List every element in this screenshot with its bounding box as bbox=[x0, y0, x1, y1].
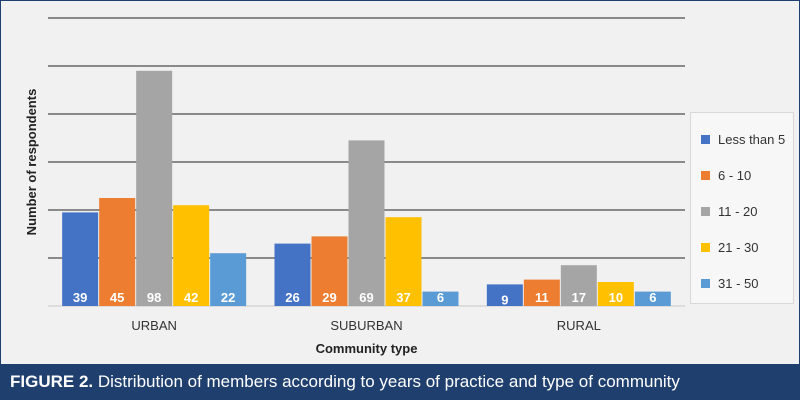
legend-swatch bbox=[701, 242, 710, 252]
legend-item: 21 - 30 bbox=[701, 229, 793, 265]
legend-label: 11 - 20 bbox=[718, 203, 758, 219]
bar bbox=[560, 265, 597, 306]
bar bbox=[348, 140, 385, 306]
bar bbox=[136, 70, 173, 306]
legend-item: 31 - 50 bbox=[701, 265, 793, 301]
bar bbox=[422, 291, 459, 306]
data-label: 37 bbox=[396, 290, 410, 305]
figure-caption: FIGURE 2. Distribution of members accord… bbox=[0, 364, 800, 400]
data-label: 10 bbox=[609, 290, 623, 305]
legend-swatch bbox=[701, 170, 710, 180]
legend-label: Less than 5 bbox=[718, 131, 786, 147]
bar bbox=[634, 291, 671, 306]
legend-swatch bbox=[701, 134, 710, 144]
data-label: 39 bbox=[73, 290, 87, 305]
bar bbox=[385, 217, 422, 306]
x-tick-label: URBAN bbox=[131, 318, 177, 333]
chart-legend: Less than 5 6 - 10 11 - 20 21 - 30 31 - 50 bbox=[690, 112, 794, 304]
figure-caption-text: Distribution of members according to yea… bbox=[97, 372, 680, 391]
figure-label: FIGURE 2. bbox=[10, 372, 94, 391]
bar bbox=[274, 243, 311, 306]
data-label: 17 bbox=[572, 290, 586, 305]
bar bbox=[99, 198, 136, 306]
data-label: 29 bbox=[322, 290, 336, 305]
bar bbox=[597, 282, 634, 306]
x-axis-title: Community type bbox=[316, 341, 418, 356]
data-label: 42 bbox=[184, 290, 198, 305]
bar bbox=[210, 253, 247, 306]
data-label: 45 bbox=[110, 290, 124, 305]
data-label: 11 bbox=[535, 290, 549, 305]
legend-item: 6 - 10 bbox=[701, 157, 793, 193]
bar bbox=[311, 236, 348, 306]
y-axis-title: Number of respondents bbox=[24, 89, 39, 236]
x-tick-label: RURAL bbox=[557, 318, 601, 333]
data-label: 69 bbox=[359, 290, 373, 305]
bar bbox=[173, 205, 210, 306]
legend-label: 21 - 30 bbox=[718, 239, 759, 255]
data-label: 26 bbox=[285, 290, 299, 305]
bar-chart: 39 45 98 42 22 URBAN 26 29 69 37 6 SUBURBAN 9 11 17 10 6… bbox=[24, 17, 685, 356]
bar bbox=[523, 279, 560, 306]
data-label: 22 bbox=[221, 290, 235, 305]
bar bbox=[486, 284, 523, 306]
legend-swatch bbox=[701, 278, 710, 288]
legend-swatch bbox=[701, 206, 710, 216]
data-label: 98 bbox=[147, 290, 161, 305]
legend-item: 11 - 20 bbox=[701, 193, 793, 229]
legend-label: 31 - 50 bbox=[718, 275, 759, 291]
data-label: 6 bbox=[437, 290, 444, 305]
data-label: 9 bbox=[501, 292, 508, 307]
legend-label: 6 - 10 bbox=[718, 167, 752, 183]
x-tick-label: SUBURBAN bbox=[330, 318, 402, 333]
legend-item: Less than 5 bbox=[701, 121, 793, 157]
data-label: 6 bbox=[649, 290, 656, 305]
bar bbox=[62, 212, 99, 306]
